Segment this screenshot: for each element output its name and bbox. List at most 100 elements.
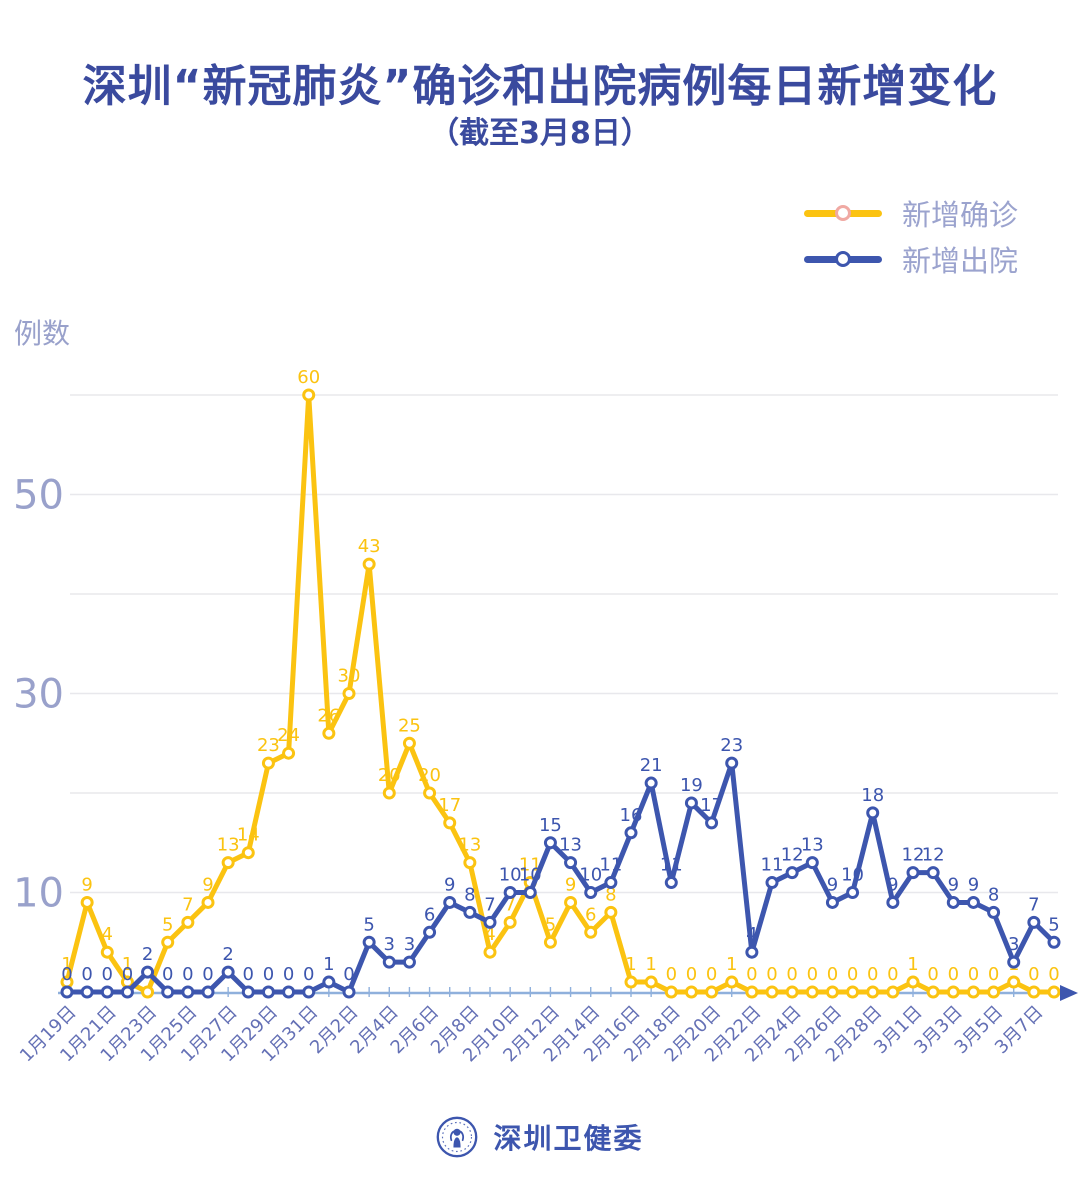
svg-text:1: 1 [122, 954, 133, 975]
svg-text:3: 3 [404, 934, 415, 955]
confirmed-marker-icon [834, 205, 851, 221]
svg-text:0: 0 [61, 964, 72, 985]
svg-text:0: 0 [786, 964, 797, 985]
svg-text:8: 8 [605, 884, 616, 905]
svg-text:7: 7 [484, 894, 495, 915]
svg-text:60: 60 [297, 367, 320, 388]
svg-text:2: 2 [222, 944, 233, 965]
svg-text:1: 1 [625, 954, 636, 975]
svg-text:0: 0 [283, 964, 294, 985]
x-axis-date-labels: 1月19日1月21日1月23日1月25日1月27日1月29日1月31日2月2日2… [16, 1002, 1047, 1067]
svg-text:0: 0 [827, 964, 838, 985]
svg-text:11: 11 [519, 855, 542, 876]
svg-text:11: 11 [660, 855, 683, 876]
page-subtitle: （截至3月8日） [429, 116, 651, 151]
svg-text:13: 13 [217, 835, 240, 856]
svg-text:1: 1 [61, 954, 72, 975]
footer: 深圳卫健委 [0, 1116, 1080, 1158]
svg-text:14: 14 [237, 825, 260, 846]
svg-text:13: 13 [801, 835, 824, 856]
svg-text:25: 25 [398, 715, 421, 736]
svg-text:10: 10 [519, 865, 542, 886]
svg-text:0: 0 [706, 964, 717, 985]
svg-text:24: 24 [277, 725, 300, 746]
svg-text:5: 5 [1048, 914, 1059, 935]
svg-text:9: 9 [444, 874, 455, 895]
svg-text:9: 9 [565, 874, 576, 895]
svg-text:12: 12 [902, 845, 925, 866]
svg-text:3: 3 [1008, 934, 1019, 955]
svg-text:30: 30 [338, 666, 361, 687]
svg-text:23: 23 [257, 735, 280, 756]
health-commission-logo-icon [437, 1116, 478, 1158]
discharged-line-sample [803, 251, 882, 267]
svg-text:13: 13 [559, 835, 582, 856]
svg-text:10: 10 [499, 865, 522, 886]
svg-text:0: 0 [81, 964, 92, 985]
y-axis-tick-labels: 10 30 50 [13, 473, 64, 917]
svg-text:3: 3 [384, 934, 395, 955]
svg-text:0: 0 [867, 964, 878, 985]
svg-text:26: 26 [317, 705, 340, 726]
svg-text:5: 5 [545, 914, 556, 935]
series-discharged: 0 0 0 020 0 020 0 0 0 1 053 369 8 7101015131011162111… [60, 735, 1061, 999]
series-confirmed: 1941579131423246026304320252017134711596… [60, 367, 1061, 999]
gridlines [70, 394, 1058, 894]
svg-text:0: 0 [243, 964, 254, 985]
svg-text:0: 0 [122, 964, 133, 985]
svg-text:12: 12 [922, 845, 945, 866]
svg-text:7: 7 [1028, 894, 1039, 915]
svg-text:0: 0 [182, 964, 193, 985]
svg-text:10: 10 [841, 865, 864, 886]
svg-text:20: 20 [378, 765, 401, 786]
svg-text:30: 30 [13, 672, 64, 718]
svg-text:10: 10 [13, 871, 64, 917]
svg-text:0: 0 [746, 964, 757, 985]
svg-text:9: 9 [81, 874, 92, 895]
svg-text:1: 1 [726, 954, 737, 975]
svg-text:50: 50 [13, 473, 64, 519]
svg-text:2: 2 [142, 944, 153, 965]
svg-text:43: 43 [358, 536, 381, 557]
svg-text:0: 0 [948, 964, 959, 985]
footer-org-name: 深圳卫健委 [493, 1122, 644, 1155]
svg-text:6: 6 [424, 904, 435, 925]
legend-item-confirmed: 新增确诊 [803, 196, 1018, 232]
svg-text:10: 10 [579, 865, 602, 886]
svg-text:0: 0 [988, 964, 999, 985]
svg-text:0: 0 [263, 964, 274, 985]
legend-label-discharged: 新增出院 [901, 244, 1018, 278]
svg-text:16: 16 [620, 805, 643, 826]
y-axis-title: 例数 [14, 317, 71, 350]
svg-text:0: 0 [102, 964, 113, 985]
svg-text:7: 7 [504, 894, 515, 915]
svg-text:0: 0 [807, 964, 818, 985]
svg-text:0: 0 [1048, 964, 1059, 985]
svg-text:8: 8 [464, 884, 475, 905]
svg-text:5: 5 [363, 914, 374, 935]
discharged-marker-icon [834, 251, 851, 267]
svg-text:17: 17 [700, 795, 723, 816]
svg-text:17: 17 [438, 795, 461, 816]
svg-text:7: 7 [182, 894, 193, 915]
svg-text:8: 8 [988, 884, 999, 905]
svg-text:9: 9 [887, 874, 898, 895]
svg-text:0: 0 [666, 964, 677, 985]
svg-text:0: 0 [927, 964, 938, 985]
svg-text:13: 13 [458, 835, 481, 856]
svg-text:0: 0 [887, 964, 898, 985]
svg-text:9: 9 [948, 874, 959, 895]
svg-text:0: 0 [303, 964, 314, 985]
svg-text:5: 5 [162, 914, 173, 935]
svg-text:0: 0 [686, 964, 697, 985]
svg-text:23: 23 [720, 735, 743, 756]
svg-text:11: 11 [599, 855, 622, 876]
x-axis-arrow-icon [1060, 985, 1078, 1001]
svg-text:1: 1 [907, 954, 918, 975]
chart-legend: 新增确诊 新增出院 [803, 196, 1018, 278]
svg-text:4: 4 [746, 924, 757, 945]
svg-text:0: 0 [968, 964, 979, 985]
legend-item-discharged: 新增出院 [803, 242, 1018, 278]
